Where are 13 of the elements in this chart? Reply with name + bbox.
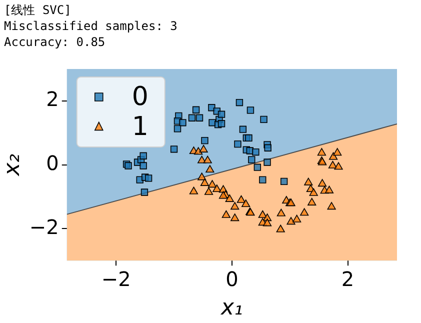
legend-label: 0 xyxy=(132,82,148,112)
x-tick-label: −2 xyxy=(101,266,131,291)
legend-label: 1 xyxy=(132,112,148,142)
text: Misclassified samples: 3 xyxy=(4,18,178,34)
y-axis-title: x₂ xyxy=(0,154,25,177)
y-tick-label: 2 xyxy=(46,87,59,112)
x-tick-label: 0 xyxy=(226,266,238,291)
chart-title: [线性 SVC] xyxy=(4,2,72,18)
x-axis-title: x₁ xyxy=(220,296,243,321)
x-tick-label: 2 xyxy=(341,266,354,291)
y-tick-label: 0 xyxy=(46,151,59,176)
y-tick-label: −2 xyxy=(29,214,59,239)
text: Accuracy: 0.85 xyxy=(4,34,106,50)
